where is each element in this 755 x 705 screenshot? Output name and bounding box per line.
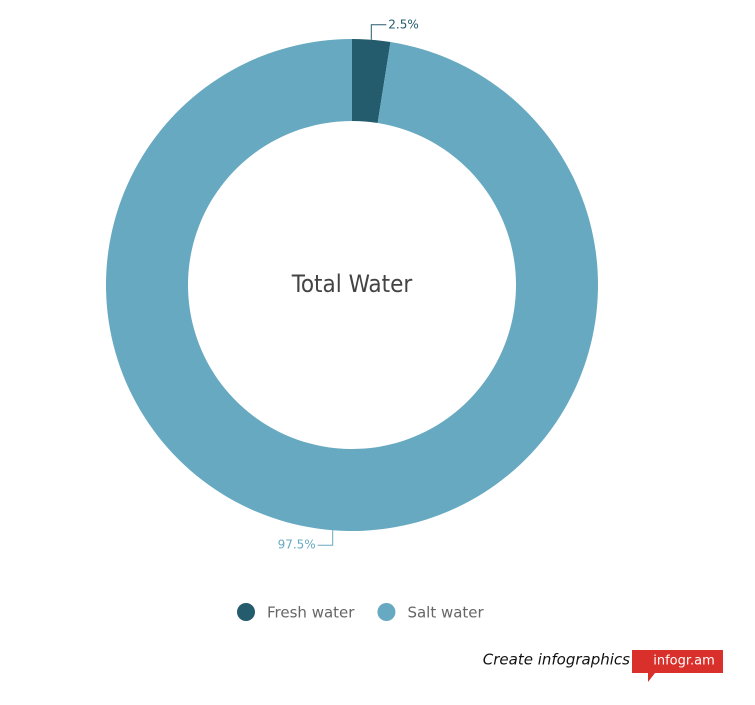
footer-text[interactable]: Create infographics bbox=[483, 651, 630, 669]
legend-marker bbox=[237, 603, 255, 621]
donut-slice bbox=[352, 39, 391, 124]
legend-label: Fresh water bbox=[267, 604, 355, 622]
data-label: 97.5% bbox=[278, 538, 316, 552]
center-label: Total Water bbox=[291, 270, 413, 298]
legend-label: Salt water bbox=[407, 604, 484, 622]
donut-slice bbox=[105, 39, 598, 531]
leader-line bbox=[370, 24, 387, 40]
brand-badge[interactable] bbox=[632, 650, 723, 682]
data-label: 2.5% bbox=[388, 17, 419, 31]
leader-line bbox=[317, 530, 334, 546]
legend-marker bbox=[377, 603, 396, 621]
brand-text[interactable]: infogr.am bbox=[653, 654, 715, 669]
